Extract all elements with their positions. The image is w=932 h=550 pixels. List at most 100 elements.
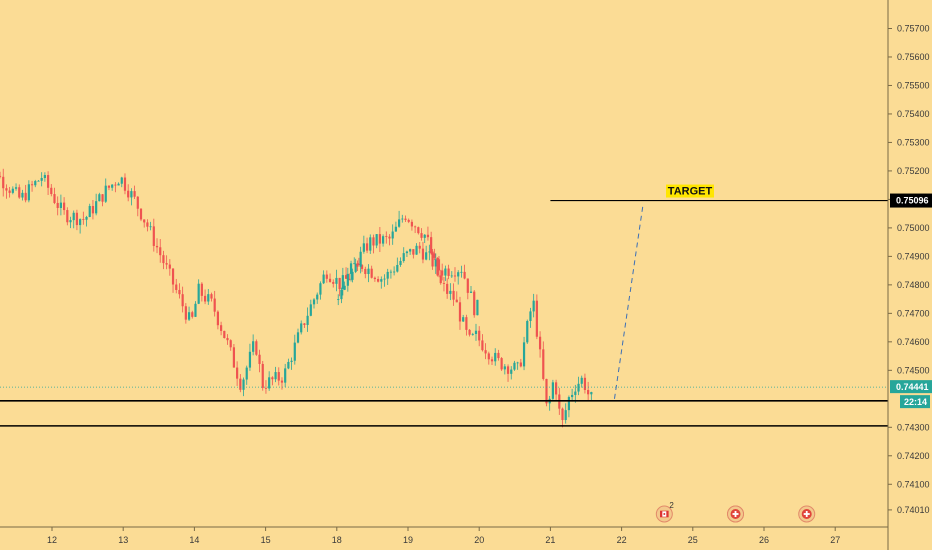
candle-body — [503, 366, 506, 370]
time-axis[interactable]: 12 13 14 15 18 19 20 21 22 25 26 27 — [47, 527, 840, 545]
candle-body — [162, 255, 165, 264]
candle-body — [226, 338, 229, 341]
candle-body — [159, 247, 162, 256]
candle-body — [437, 259, 441, 271]
candle-body — [425, 252, 428, 260]
candle-body — [587, 389, 590, 395]
candle-body — [11, 188, 14, 193]
candle-body — [535, 300, 538, 337]
candle-body — [120, 177, 123, 184]
candle-body — [316, 294, 319, 300]
candle-body — [280, 380, 284, 383]
candle-body — [104, 185, 107, 202]
candle-body — [401, 218, 404, 220]
candle-body — [391, 231, 394, 239]
candle-body — [359, 251, 362, 267]
candle-body — [14, 187, 18, 189]
candle-body — [46, 175, 50, 188]
candle-body — [567, 397, 571, 411]
candle-body — [264, 387, 268, 389]
candle-body — [322, 274, 325, 284]
candle-body — [319, 283, 322, 295]
candle-body — [107, 185, 111, 188]
candle-body — [478, 330, 481, 341]
candle-body — [50, 187, 53, 195]
candle-body — [446, 283, 449, 294]
candle-body — [410, 221, 414, 227]
candle-body — [91, 206, 95, 214]
events-layer[interactable]: 2 — [655, 501, 816, 523]
candle-body — [136, 196, 139, 209]
candle-body — [343, 285, 346, 290]
price-tick-label: 0.75400 — [897, 109, 930, 119]
candle-body — [381, 236, 385, 244]
candle-body — [394, 226, 397, 232]
candle-body — [127, 190, 130, 198]
candle-body — [178, 289, 181, 295]
candle-body — [191, 312, 194, 317]
candle-body — [239, 378, 242, 390]
candle-body — [210, 294, 213, 299]
candle-body — [354, 263, 357, 272]
time-tick-label: 20 — [474, 535, 484, 545]
candle-body — [418, 245, 421, 249]
candle-body — [337, 299, 340, 300]
candle-body — [455, 299, 458, 303]
candle-body — [303, 323, 306, 325]
candle-body — [79, 219, 82, 226]
candle-body — [344, 275, 348, 279]
candle-body — [271, 377, 274, 380]
candle-body — [261, 363, 264, 388]
countdown-tag-label: 22:14 — [904, 397, 927, 407]
candle-body — [433, 253, 436, 258]
candle-body — [369, 237, 372, 251]
candle-body — [0, 175, 2, 177]
candle-body — [415, 245, 418, 255]
candle-body — [168, 264, 171, 269]
candle-body — [216, 311, 219, 326]
candle-body — [506, 366, 510, 374]
candle-body — [220, 325, 223, 331]
candle-body — [75, 212, 79, 226]
candle-body — [34, 181, 37, 186]
candle-body — [458, 302, 462, 322]
event-cross-v — [734, 511, 737, 517]
candle-body — [88, 206, 91, 217]
candle-body — [309, 304, 312, 316]
candle-body — [18, 187, 21, 198]
candle-body — [564, 410, 567, 421]
time-tick-label: 22 — [617, 535, 627, 545]
candle-body — [207, 294, 210, 302]
candle-body — [396, 264, 399, 272]
candle-body — [130, 191, 133, 198]
candle-body — [37, 180, 40, 182]
candle-body — [453, 275, 457, 277]
candle-body — [538, 336, 542, 350]
price-tick-label: 0.75200 — [897, 166, 930, 176]
price-tick-label: 0.75300 — [897, 137, 930, 147]
time-tick-label: 15 — [261, 535, 271, 545]
time-tick-label: 26 — [759, 535, 769, 545]
event-flag-right — [666, 511, 669, 517]
time-tick-label: 19 — [403, 535, 413, 545]
candle-body — [469, 291, 473, 293]
candle-body — [277, 372, 280, 381]
candle-body — [389, 271, 393, 273]
candle-body — [399, 260, 402, 265]
price-tick-label: 0.74500 — [897, 365, 930, 375]
candle-body — [63, 202, 66, 211]
candle-body — [248, 351, 252, 368]
price-tick-label: 0.74700 — [897, 308, 930, 318]
candle-body — [442, 283, 446, 284]
current-price-tag — [890, 380, 932, 394]
candle-body — [356, 263, 359, 267]
price-axis[interactable]: 0.75700 0.75600 0.75500 0.75400 0.75300 0.752… — [888, 23, 930, 515]
candle-body — [242, 379, 245, 390]
levels-layer: TARGET — [0, 184, 888, 427]
candle-body — [30, 184, 34, 186]
candle-body — [82, 219, 85, 220]
candle-body — [460, 271, 463, 273]
candle-body — [494, 352, 497, 362]
